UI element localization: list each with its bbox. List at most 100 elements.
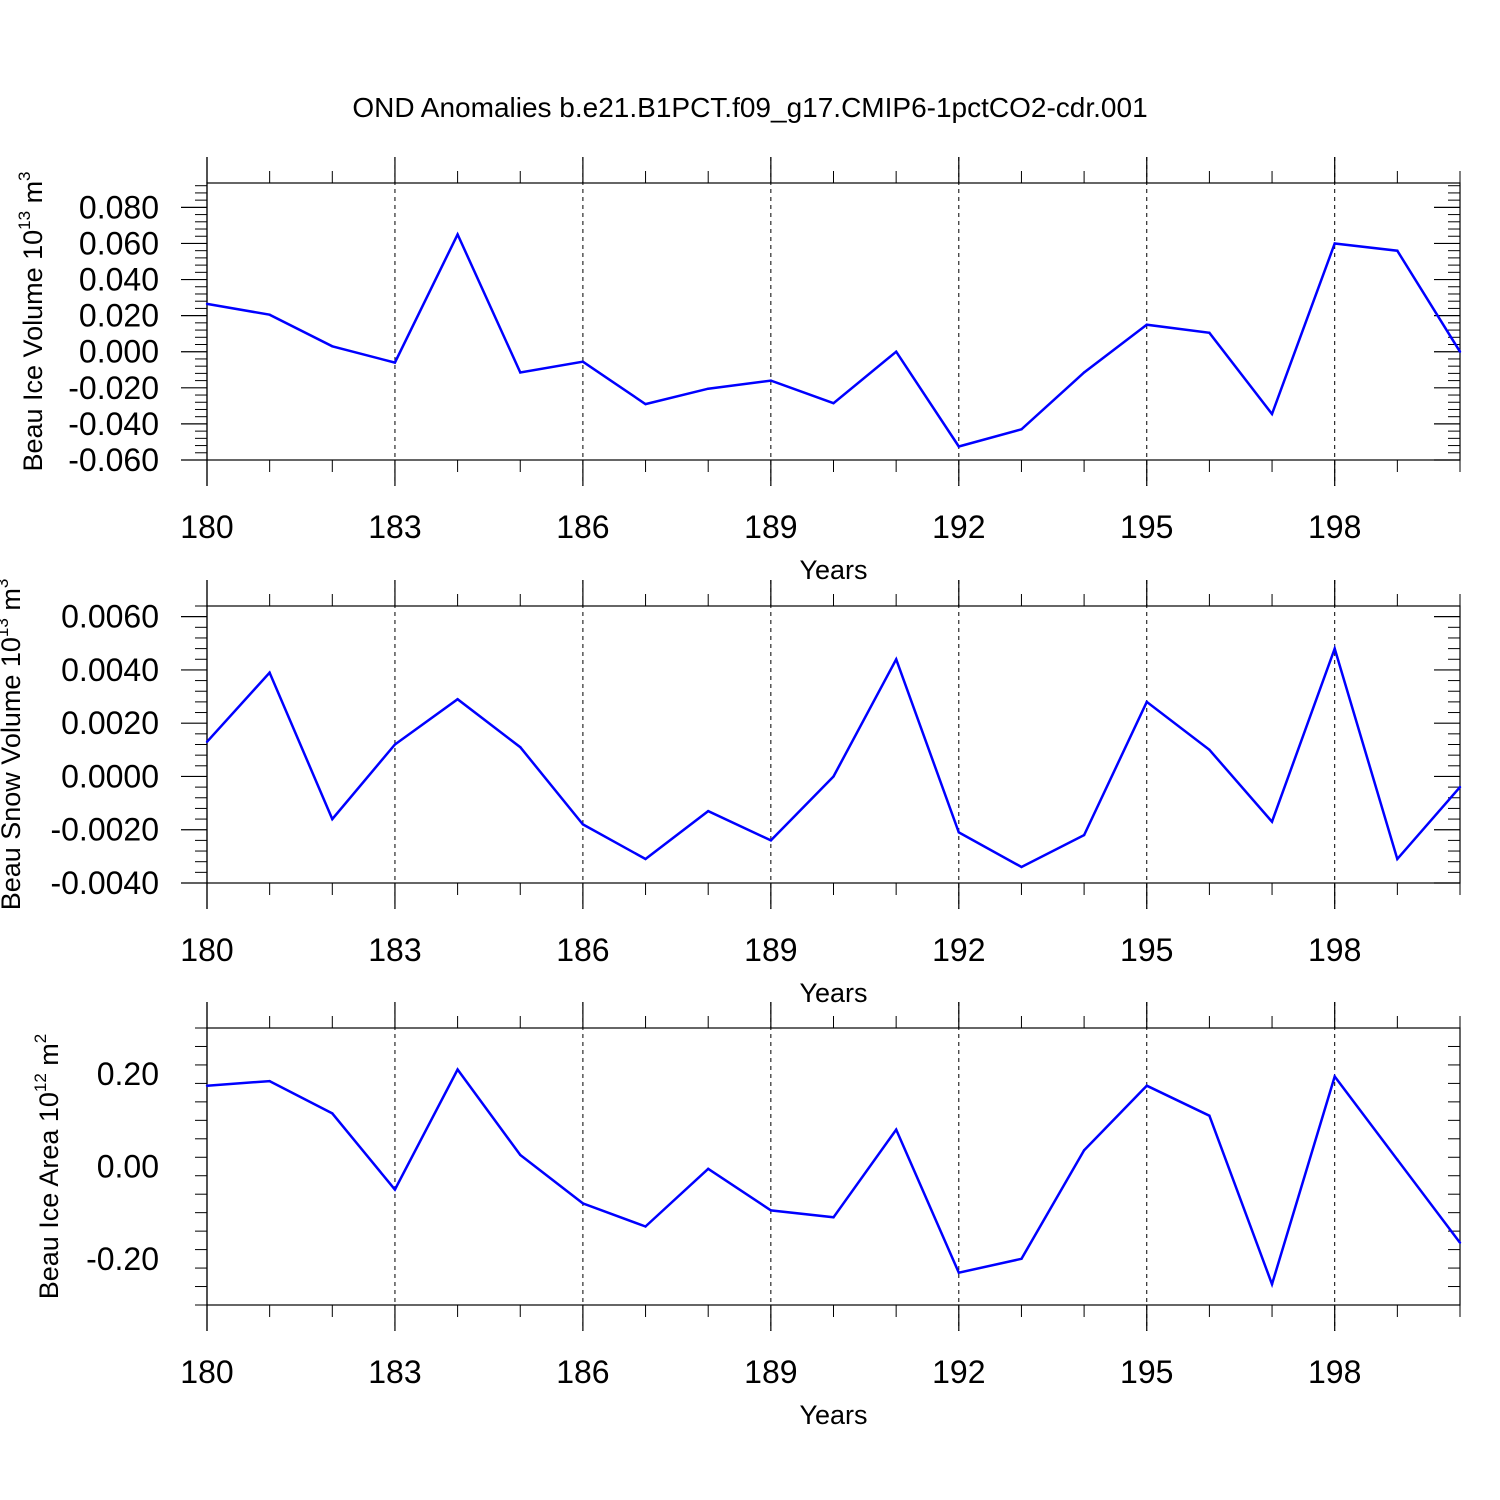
data-point: [1458, 785, 1462, 789]
y-axis-label-unit-exponent: 3: [0, 579, 12, 588]
y-tick-label: 0.060: [79, 225, 159, 261]
x-tick-label: 198: [1308, 1354, 1361, 1390]
data-point: [644, 1225, 647, 1228]
data-point: [894, 1128, 898, 1131]
x-tick-label: 180: [180, 1354, 233, 1390]
y-tick-label: -0.020: [68, 370, 159, 406]
x-tick-label: 186: [556, 1354, 609, 1390]
x-tick-label: 180: [180, 932, 233, 968]
x-tick-label: 183: [368, 509, 421, 545]
data-point: [205, 1084, 209, 1087]
data-point: [393, 1188, 397, 1191]
y-axis-label-unit-exponent: 2: [31, 1034, 50, 1043]
x-tick-label: 198: [1308, 932, 1361, 968]
data-point: [1333, 1075, 1336, 1078]
data-point: [331, 817, 334, 821]
data-point: [1270, 1283, 1274, 1286]
y-tick-label: 0.080: [79, 189, 159, 225]
y-tick-label: -0.060: [68, 442, 159, 478]
data-point: [832, 401, 835, 405]
data-point: [894, 350, 898, 353]
y-tick-label: 0.0020: [61, 705, 159, 741]
y-tick-label: 0.040: [79, 262, 159, 298]
data-point: [268, 313, 271, 316]
data-point: [393, 743, 397, 746]
data-point: [707, 809, 710, 813]
data-point: [1145, 1084, 1148, 1087]
figure-title: OND Anomalies b.e21.B1PCT.f09_g17.CMIP6-…: [352, 92, 1148, 123]
data-point: [519, 1153, 522, 1157]
x-axis-label: Years: [799, 1400, 867, 1430]
data-point: [769, 379, 773, 382]
data-point: [1396, 249, 1399, 252]
y-axis-label-exponent: 13: [0, 618, 12, 637]
data-point: [331, 1112, 334, 1115]
panel-2: 180 183 186 189 192 195 198 Years -0.0040 -0.0020…: [0, 579, 1462, 1008]
data-point: [205, 302, 209, 306]
x-tick-label: 183: [368, 1354, 421, 1390]
y-axis-label-unit: m: [0, 588, 26, 618]
y-tick-label: 0.20: [97, 1056, 159, 1092]
y-axis-label-unit-exponent: 3: [15, 171, 34, 180]
y-axis-label: Beau Ice Area 1012 m2: [31, 1034, 64, 1300]
data-point: [393, 361, 397, 364]
data-point: [519, 745, 522, 749]
y-axis-label-unit: m: [18, 181, 48, 211]
data-point: [957, 831, 960, 834]
y-tick-label: -0.0020: [50, 812, 159, 848]
data-point: [1333, 647, 1336, 650]
data-point: [1082, 371, 1086, 374]
x-tick-label: 186: [556, 932, 609, 968]
data-point: [1458, 350, 1462, 353]
data-point: [1458, 1241, 1462, 1244]
x-axis-label: Years: [799, 555, 867, 585]
data-point: [581, 1202, 585, 1205]
data-point: [957, 1271, 960, 1274]
data-point: [1020, 1257, 1023, 1261]
y-axis-label-text: Beau Ice Volume 10: [18, 230, 48, 472]
data-point: [1020, 865, 1023, 869]
y-tick-label: 0.00: [97, 1149, 159, 1185]
data-point: [1208, 1114, 1211, 1117]
data-point: [894, 658, 898, 661]
y-tick-label: 0.0040: [61, 652, 159, 688]
data-point: [769, 839, 773, 842]
panel-1: 180 183 186 189 192 195 198 Years -0.060-0.040-0…: [15, 157, 1462, 585]
y-tick-label: 0.0060: [61, 599, 159, 635]
data-point: [581, 360, 585, 363]
data-point: [456, 233, 459, 236]
x-tick-label: 198: [1308, 509, 1361, 545]
data-point: [456, 698, 459, 701]
data-point: [1208, 331, 1211, 334]
y-axis-label-unit: m: [34, 1043, 64, 1073]
data-point: [331, 345, 334, 348]
y-tick-label: -0.0040: [50, 865, 159, 901]
y-tick-label: -0.040: [68, 406, 159, 442]
y-tick-label: 0.0000: [61, 758, 159, 794]
x-tick-label: 195: [1120, 932, 1173, 968]
x-tick-label: 192: [932, 1354, 985, 1390]
data-point: [769, 1209, 773, 1212]
data-point: [1208, 748, 1211, 752]
data-point: [1145, 323, 1148, 326]
data-point: [1270, 820, 1274, 823]
data-point: [268, 1079, 271, 1083]
data-point: [832, 775, 835, 778]
data-point: [1082, 833, 1086, 837]
y-axis-label-text: Beau Snow Volume 10: [0, 637, 26, 910]
y-tick-label: 0.000: [79, 334, 159, 370]
data-point: [832, 1216, 835, 1219]
y-axis-label: Beau Snow Volume 1013 m3: [0, 579, 26, 911]
x-tick-label: 189: [744, 932, 797, 968]
data-point: [1020, 428, 1023, 431]
x-tick-label: 195: [1120, 509, 1173, 545]
x-tick-label: 195: [1120, 1354, 1173, 1390]
data-point: [707, 1167, 710, 1171]
data-point: [1270, 412, 1274, 416]
x-tick-label: 189: [744, 1354, 797, 1390]
x-tick-label: 183: [368, 932, 421, 968]
y-axis-label: Beau Ice Volume 1013 m3: [15, 171, 48, 471]
data-point: [205, 740, 209, 744]
x-axis-label: Years: [799, 978, 867, 1008]
